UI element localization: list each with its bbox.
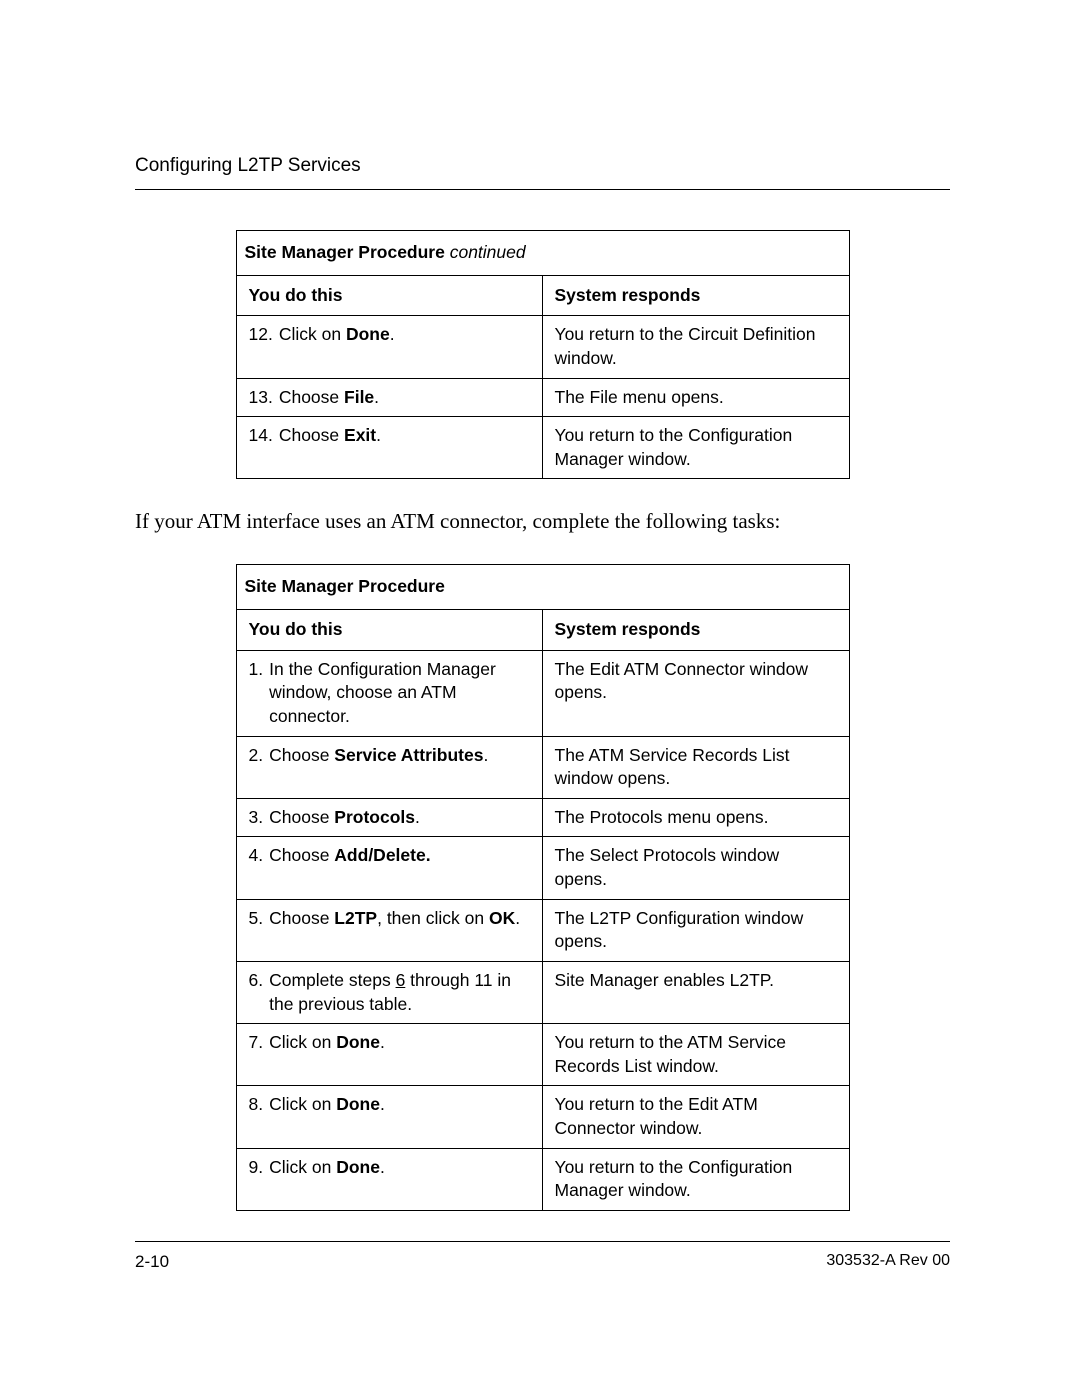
step-action: Click on Done. [267, 1148, 542, 1210]
step-action: Complete steps 6 through 11 in the previ… [267, 961, 542, 1023]
step-number: 6. [236, 961, 267, 1023]
procedure-table-continued: Site Manager Procedure continued You do … [236, 230, 850, 479]
step-number: 5. [236, 899, 267, 961]
table-row: 2.Choose Service Attributes.The ATM Serv… [236, 736, 849, 798]
table-row: 9.Click on Done.You return to the Config… [236, 1148, 849, 1210]
step-response: You return to the Configuration Manager … [542, 1148, 849, 1210]
step-action: Choose Add/Delete. [267, 837, 542, 899]
table-row: 7.Click on Done.You return to the ATM Se… [236, 1024, 849, 1086]
page: Configuring L2TP Services Site Manager P… [0, 0, 1080, 1397]
step-action: Click on Done. [267, 1024, 542, 1086]
step-action: Choose File. [277, 378, 542, 417]
step-response: The Edit ATM Connector window opens. [542, 650, 849, 736]
step-number: 9. [236, 1148, 267, 1210]
step-number: 8. [236, 1086, 267, 1148]
page-footer: 2-10 303532-A Rev 00 [135, 1241, 950, 1272]
table-row: 14.Choose Exit.You return to the Configu… [236, 417, 849, 479]
step-response: You return to the Circuit Definition win… [542, 316, 849, 378]
step-response: The Protocols menu opens. [542, 798, 849, 837]
table-header-row: You do this System responds [236, 275, 849, 316]
table-row: 4.Choose Add/Delete.The Select Protocols… [236, 837, 849, 899]
step-number: 13. [236, 378, 277, 417]
table-title-continued: continued [445, 242, 526, 262]
step-response: Site Manager enables L2TP. [542, 961, 849, 1023]
col-system-responds: System responds [542, 275, 849, 316]
page-number: 2-10 [135, 1252, 169, 1272]
step-response: The Select Protocols window opens. [542, 837, 849, 899]
step-number: 14. [236, 417, 277, 479]
step-action: Choose L2TP, then click on OK. [267, 899, 542, 961]
step-response: The L2TP Configuration window opens. [542, 899, 849, 961]
step-number: 4. [236, 837, 267, 899]
footer-rule [135, 1241, 950, 1242]
procedure-table: Site Manager Procedure You do this Syste… [236, 564, 850, 1211]
table-row: 6.Complete steps 6 through 11 in the pre… [236, 961, 849, 1023]
step-number: 1. [236, 650, 267, 736]
step-action: In the Configuration Manager window, cho… [267, 650, 542, 736]
step-number: 3. [236, 798, 267, 837]
table-row: 5.Choose L2TP, then click on OK.The L2TP… [236, 899, 849, 961]
table-row: 13.Choose File.The File menu opens. [236, 378, 849, 417]
step-action: Choose Protocols. [267, 798, 542, 837]
step-action: Click on Done. [277, 316, 542, 378]
step-number: 12. [236, 316, 277, 378]
table-title-row: Site Manager Procedure [236, 565, 849, 610]
step-number: 7. [236, 1024, 267, 1086]
step-response: The ATM Service Records List window open… [542, 736, 849, 798]
step-response: You return to the Edit ATM Connector win… [542, 1086, 849, 1148]
doc-revision: 303532-A Rev 00 [826, 1252, 950, 1272]
table-row: 3.Choose Protocols.The Protocols menu op… [236, 798, 849, 837]
table-title: Site Manager Procedure [245, 242, 445, 262]
running-head: Configuring L2TP Services [135, 155, 950, 177]
intro-paragraph: If your ATM interface uses an ATM connec… [135, 509, 950, 534]
step-action: Choose Exit. [277, 417, 542, 479]
table-row: 12.Click on Done.You return to the Circu… [236, 316, 849, 378]
table-title-row: Site Manager Procedure continued [236, 231, 849, 276]
step-action: Click on Done. [267, 1086, 542, 1148]
table-row: 8.Click on Done.You return to the Edit A… [236, 1086, 849, 1148]
header-rule [135, 189, 950, 190]
col-system-responds: System responds [542, 610, 849, 651]
step-response: You return to the ATM Service Records Li… [542, 1024, 849, 1086]
col-you-do-this: You do this [236, 610, 542, 651]
table-row: 1.In the Configuration Manager window, c… [236, 650, 849, 736]
step-response: You return to the Configuration Manager … [542, 417, 849, 479]
step-response: The File menu opens. [542, 378, 849, 417]
table-title: Site Manager Procedure [236, 565, 849, 610]
step-action: Choose Service Attributes. [267, 736, 542, 798]
step-number: 2. [236, 736, 267, 798]
table-header-row: You do this System responds [236, 610, 849, 651]
col-you-do-this: You do this [236, 275, 542, 316]
